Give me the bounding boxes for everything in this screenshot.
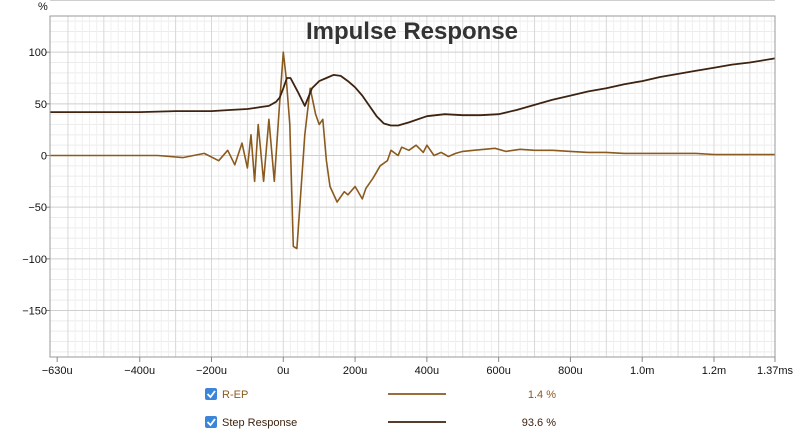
y-axis-unit-label: % (38, 1, 48, 13)
x-tick-label: −200u (196, 365, 227, 377)
legend-series-value: 93.6 % (522, 417, 556, 429)
plot-frame (49, 15, 776, 358)
grid (50, 0, 775, 357)
x-tick-label: 600u (486, 365, 510, 377)
checkmark-icon (206, 418, 216, 427)
y-tick-label: 0 (41, 151, 47, 163)
x-tick-label: 1.0m (630, 365, 654, 377)
legend-series-name: R-EP (222, 389, 248, 401)
checkmark-icon (206, 390, 216, 399)
legend-entry: R-EP 1.4 % (205, 388, 556, 401)
x-tick-label: 0u (277, 365, 289, 377)
series-line-step-response (50, 57, 776, 127)
y-axis-ticks: 100 50 0 −50 −100 −150 (22, 47, 50, 318)
y-tick-label: −50 (28, 202, 47, 214)
legend-checkbox[interactable] (205, 388, 217, 400)
x-tick-label: 400u (415, 365, 439, 377)
y-tick-label: 50 (35, 99, 47, 111)
y-tick-label: 100 (29, 47, 47, 59)
chart-title: Impulse Response (306, 18, 518, 45)
x-tick-label: 1.37ms (757, 365, 794, 377)
legend-series-name: Step Response (222, 417, 297, 429)
x-tick-label: 800u (558, 365, 582, 377)
x-axis-ticks: −630u −400u −200u 0u 200u 400u 600u 800u 1.0m 1.2… (42, 357, 794, 377)
legend: R-EP 1.4 % Step Response 93.6 % (205, 388, 556, 429)
x-tick-label: −630u (42, 365, 73, 377)
series-line-r-ep (50, 51, 775, 250)
x-tick-label: 200u (343, 365, 367, 377)
legend-checkbox[interactable] (205, 416, 217, 428)
x-tick-label: −400u (124, 365, 155, 377)
x-tick-label: 1.2m (702, 365, 726, 377)
legend-series-value: 1.4 % (528, 389, 556, 401)
y-tick-label: −100 (22, 254, 47, 266)
y-tick-label: −150 (22, 306, 47, 318)
series-lines (50, 51, 776, 250)
legend-entry: Step Response 93.6 % (205, 416, 556, 429)
